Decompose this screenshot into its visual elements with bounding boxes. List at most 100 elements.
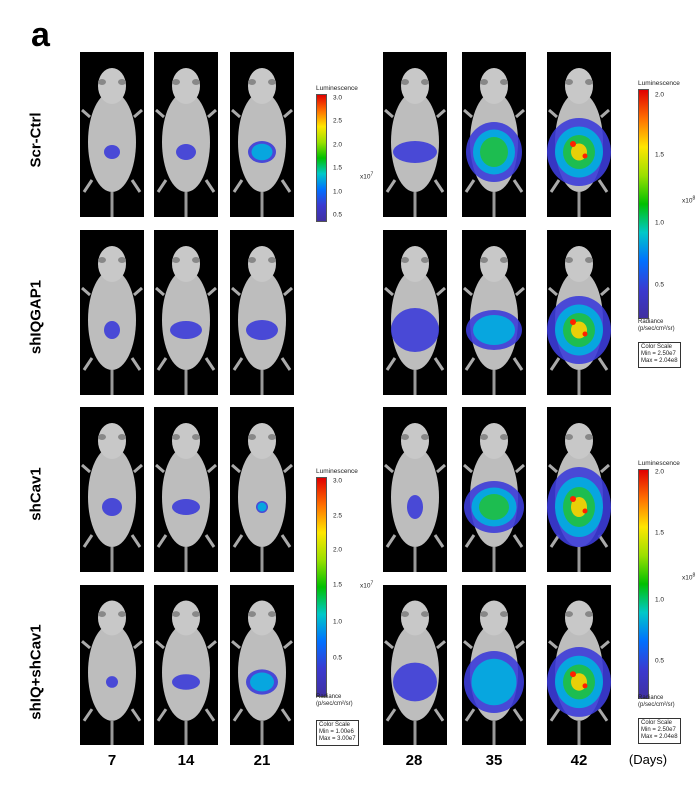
mouse-eye [565, 611, 573, 617]
mouse-limbs [463, 463, 525, 548]
mouse-body [162, 92, 210, 192]
mouse-eye [480, 257, 488, 263]
luminescence-hotspot [570, 496, 576, 502]
mouse-eye [585, 434, 593, 440]
mouse-image-tile [462, 52, 526, 217]
mouse-eye [565, 257, 573, 263]
scale-tick: 2.0 [333, 141, 343, 149]
mouse-image-tile [80, 407, 144, 572]
mouse-body [88, 92, 136, 192]
luminescence-signal [479, 494, 509, 520]
mouse-limbs [463, 286, 525, 371]
mouse-limbs [548, 463, 610, 548]
scale-tick: 2.0 [655, 91, 665, 99]
scale-exponent: x108 [682, 572, 696, 582]
mouse-eye [248, 434, 256, 440]
mouse-head [172, 423, 200, 459]
mouse-head [98, 246, 126, 282]
mouse-limbs [155, 108, 217, 193]
luminescence-signal [104, 321, 120, 339]
mouse-eye [585, 611, 593, 617]
mouse-limbs [81, 640, 143, 722]
luminescence-hotspot [582, 331, 588, 337]
mouse-head [565, 246, 593, 282]
mouse-head [401, 600, 429, 636]
luminescence-signal [106, 676, 118, 688]
mouse-limbs [155, 640, 217, 722]
row-label-scr-ctrl: Scr-Ctrl [27, 112, 45, 168]
luminescence-hotspot [582, 683, 588, 689]
mouse-eye [401, 257, 409, 263]
mouse-eye [480, 434, 488, 440]
mouse-eye [500, 257, 508, 263]
mouse-eye [118, 257, 126, 263]
scale-tick: 0.5 [333, 211, 343, 219]
scale-title: Luminescence [638, 460, 680, 467]
row-label-shcav1: shCav1 [27, 467, 45, 521]
mouse-eye [98, 257, 106, 263]
luminescence-signal [407, 495, 423, 519]
luminescence-hotspot [570, 319, 576, 325]
mouse-image-tile [547, 407, 611, 572]
mouse-eye [421, 434, 429, 440]
mouse-image-tile [383, 585, 447, 745]
luminescence-hotspot [570, 141, 576, 147]
luminescence-hotspot [570, 671, 576, 678]
mouse-image-tile [547, 585, 611, 745]
radiance-label: Radiance (p/sec/cm²/sr) [638, 695, 675, 708]
luminescence-hotspot [582, 153, 588, 159]
color-scale-1: Luminescence 3.0 2.5 2.0 1.5 1.0 0.5 x10… [316, 85, 386, 230]
mouse-eye [98, 611, 106, 617]
mouse-limbs [548, 640, 610, 722]
luminescence-signal [251, 143, 273, 161]
scale-tick: 2.5 [333, 512, 343, 520]
mouse-image-tile [80, 230, 144, 395]
mouse-head [172, 246, 200, 282]
mouse-eye [500, 434, 508, 440]
mouse-eye [248, 79, 256, 85]
luminescence-signal [102, 498, 122, 516]
scale-tick: 0.5 [655, 657, 665, 665]
mouse-image-tile [230, 407, 294, 572]
luminescence-signal [391, 308, 439, 352]
radiance-label: Radiance (p/sec/cm²/sr) [638, 319, 675, 332]
mouse-image-tile [154, 585, 218, 745]
mouse-eye [192, 257, 200, 263]
mouse-body [162, 623, 210, 721]
mouse-head [480, 600, 508, 636]
mouse-limbs [81, 108, 143, 193]
luminescence-signal [393, 662, 437, 702]
scale-tick: 0.5 [655, 281, 665, 289]
mouse-image-tile [230, 52, 294, 217]
mouse-eye [172, 434, 180, 440]
scale-tick: 2.0 [333, 546, 343, 554]
radiance-label: Radiance (p/sec/cm²/sr) [316, 694, 353, 707]
luminescence-signal [172, 499, 200, 515]
luminescence-signal [172, 674, 200, 690]
scale-tick: 1.5 [333, 164, 343, 172]
row-label-shiqgap1: shIQGAP1 [27, 279, 45, 355]
mouse-limbs [81, 463, 143, 548]
mouse-eye [172, 79, 180, 85]
mouse-limbs [384, 463, 446, 548]
mouse-image-tile [230, 230, 294, 395]
mouse-head [248, 423, 276, 459]
mouse-limbs [384, 286, 446, 371]
mouse-image-tile [462, 230, 526, 395]
mouse-image-tile [462, 407, 526, 572]
mouse-eye [421, 79, 429, 85]
mouse-image-tile [383, 407, 447, 572]
mouse-eye [268, 257, 276, 263]
mouse-head [172, 600, 200, 636]
luminescence-signal [393, 141, 437, 163]
mouse-image-tile [80, 52, 144, 217]
mouse-head [98, 423, 126, 459]
mouse-eye [248, 611, 256, 617]
mouse-eye [98, 434, 106, 440]
mouse-head [401, 68, 429, 104]
mouse-body [162, 447, 210, 547]
mouse-eye [192, 434, 200, 440]
mouse-image-tile [154, 230, 218, 395]
scale-tick: 1.0 [655, 219, 665, 227]
mouse-limbs [155, 286, 217, 371]
